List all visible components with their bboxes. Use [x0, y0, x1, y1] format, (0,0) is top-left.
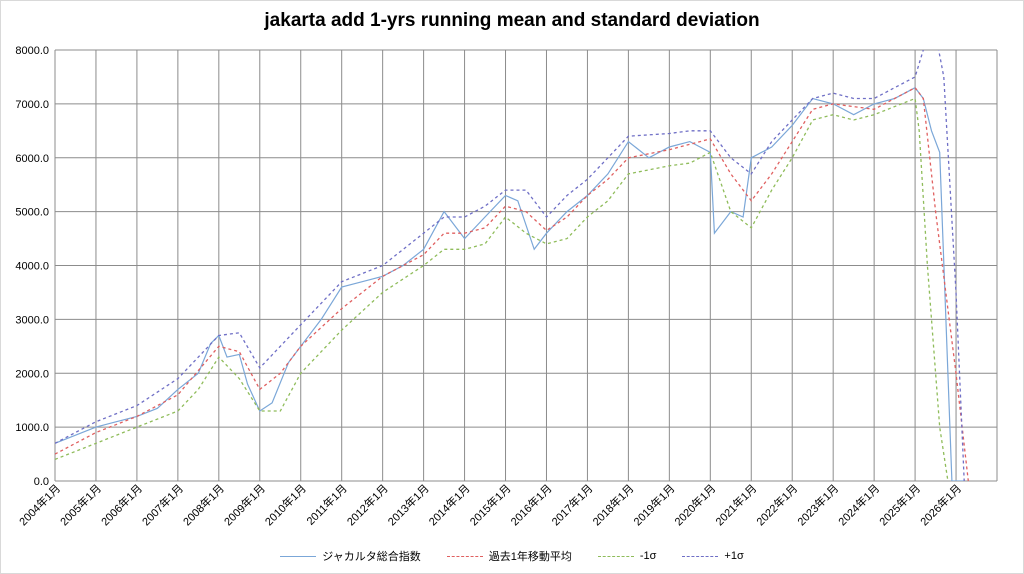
legend-swatch — [682, 555, 719, 557]
legend-swatch — [280, 555, 317, 557]
grid — [54, 49, 998, 482]
y-axis-ticks: 0.0 1000.0 2000.0 3000.0 4000.0 5000.0 6000.0 7… — [15, 45, 49, 488]
x-tick-label: 2023年1月 — [794, 481, 841, 528]
y-tick-label: 2000.0 — [15, 368, 49, 380]
legend-swatch — [446, 555, 483, 557]
x-tick-label: 2004年1月 — [16, 481, 63, 528]
y-tick-label: 8000.0 — [15, 45, 49, 57]
x-tick-label: 2007年1月 — [139, 481, 186, 528]
x-tick-label: 2010年1月 — [262, 481, 309, 528]
x-tick-label: 2011年1月 — [303, 481, 350, 528]
x-tick-label: 2012年1月 — [344, 481, 391, 528]
series-line-0 — [55, 86, 965, 481]
series-group — [55, 50, 969, 481]
x-tick-label: 2008年1月 — [180, 481, 227, 528]
x-tick-label: 2024年1月 — [835, 481, 882, 528]
x-tick-label: 2026年1月 — [917, 481, 964, 528]
y-tick-label: 6000.0 — [15, 153, 49, 165]
legend-label: -1σ — [639, 550, 657, 562]
legend-swatch — [597, 555, 634, 557]
x-tick-label: 2025年1月 — [876, 481, 923, 528]
y-tick-label: 5000.0 — [15, 207, 49, 219]
x-tick-label: 2009年1月 — [221, 481, 268, 528]
x-tick-label: 2019年1月 — [630, 481, 677, 528]
series-line-3 — [55, 50, 965, 481]
x-tick-label: 2015年1月 — [467, 481, 514, 528]
legend-label: 過去1年移動平均 — [488, 551, 572, 563]
series-line-1 — [55, 86, 969, 481]
x-tick-label: 2005年1月 — [57, 481, 104, 528]
legend-label: +1σ — [724, 550, 744, 562]
x-tick-label: 2016年1月 — [508, 481, 555, 528]
series-line-2 — [55, 97, 949, 481]
y-tick-label: 7000.0 — [15, 99, 49, 111]
legend-label: ジャカルタ総合指数 — [322, 551, 421, 563]
x-tick-label: 2022年1月 — [753, 481, 800, 528]
chart-title: jakarta add 1-yrs running mean and stand… — [264, 10, 760, 31]
y-tick-label: 3000.0 — [15, 314, 49, 326]
x-axis-ticks: 2004年1月2005年1月2006年1月2007年1月2008年1月2009年… — [16, 481, 964, 528]
legend-item: ジャカルタ総合指数 — [280, 548, 421, 564]
legend-item: -1σ — [597, 548, 657, 564]
x-tick-label: 2020年1月 — [671, 481, 718, 528]
x-tick-label: 2018年1月 — [589, 481, 636, 528]
y-tick-label: 0.0 — [34, 476, 49, 488]
legend: ジャカルタ総合指数 過去1年移動平均 -1σ +1σ — [0, 548, 1024, 564]
legend-item: +1σ — [682, 548, 744, 564]
x-tick-label: 2021年1月 — [712, 481, 759, 528]
x-tick-label: 2013年1月 — [385, 481, 432, 528]
x-tick-label: 2017年1月 — [548, 481, 595, 528]
y-tick-label: 1000.0 — [15, 422, 49, 434]
legend-item: 過去1年移動平均 — [446, 548, 572, 564]
x-tick-label: 2014年1月 — [426, 481, 473, 528]
x-tick-label: 2006年1月 — [98, 481, 145, 528]
y-tick-label: 4000.0 — [15, 261, 49, 273]
